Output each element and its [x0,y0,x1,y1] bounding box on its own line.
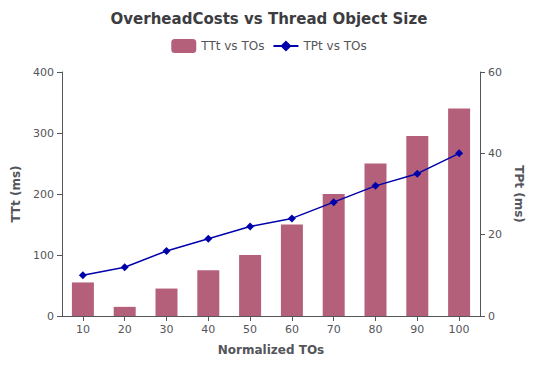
svg-text:40: 40 [201,323,215,336]
svg-text:30: 30 [160,323,174,336]
svg-text:200: 200 [33,188,54,201]
svg-text:40: 40 [488,147,502,160]
svg-text:70: 70 [327,323,341,336]
svg-text:90: 90 [410,323,424,336]
svg-text:300: 300 [33,127,54,140]
svg-text:0: 0 [47,310,54,323]
svg-text:0: 0 [488,310,495,323]
svg-text:80: 80 [369,323,383,336]
svg-text:60: 60 [488,66,502,79]
svg-text:20: 20 [118,323,132,336]
svg-text:10: 10 [76,323,90,336]
svg-text:Normalized TOs: Normalized TOs [218,343,324,357]
svg-text:TPt (ms): TPt (ms) [512,165,526,223]
svg-text:TTt vs TOs: TTt vs TOs [200,39,264,53]
svg-text:TPt vs TOs: TPt vs TOs [302,39,366,53]
svg-text:TTt (ms): TTt (ms) [9,165,23,222]
svg-text:60: 60 [285,323,299,336]
svg-text:50: 50 [243,323,257,336]
svg-text:100: 100 [449,323,470,336]
svg-text:400: 400 [33,66,54,79]
svg-text:100: 100 [33,249,54,262]
svg-text:OverheadCosts vs Thread Object: OverheadCosts vs Thread Object Size [111,10,428,28]
svg-text:20: 20 [488,228,502,241]
